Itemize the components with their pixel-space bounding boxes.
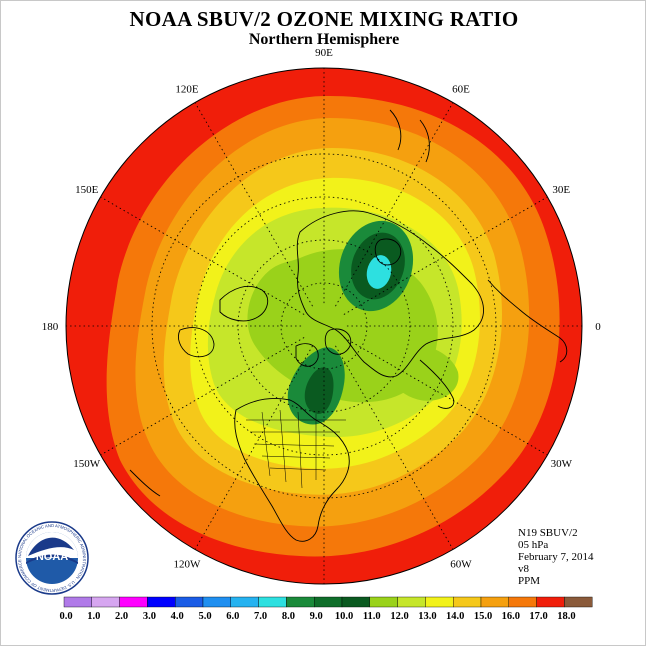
colorbar-tick-label: 15.0 (474, 611, 492, 622)
state-boundaries (246, 409, 346, 489)
colorbar-swatch (480, 596, 509, 608)
colorbar-tick-label: 8.0 (282, 611, 295, 622)
meridian-line (194, 345, 313, 550)
colorbar-tick-label: 4.0 (171, 611, 184, 622)
colorbar-tick-label: 17.0 (529, 611, 547, 622)
colorbar-swatch (230, 596, 259, 608)
colorbar-tick-label: 0.0 (59, 611, 72, 622)
map-subtitle: Northern Hemisphere (248, 31, 400, 48)
colorbar-swatch (508, 596, 537, 608)
latitude-circle (280, 282, 368, 370)
colorbar-tick-label: 16.0 (502, 611, 520, 622)
info-units: PPM (518, 575, 541, 587)
longitude-label: 90E (315, 47, 333, 59)
colorbar-tick-label: 14.0 (446, 611, 464, 622)
colorbar-swatch (202, 596, 231, 608)
longitude-label: 120W (174, 558, 202, 570)
colorbar-tick-label: 6.0 (226, 611, 239, 622)
longitude-label: 30W (551, 458, 573, 470)
map-boundary (65, 67, 583, 585)
info-date: February 7, 2014 (518, 551, 594, 563)
colorbar-swatch (174, 596, 204, 608)
meridian-line (343, 196, 548, 315)
colorbar-swatch (341, 596, 370, 608)
longitude-label: 180 (42, 321, 59, 333)
colorbar-swatch (258, 596, 287, 608)
meridian-line (194, 102, 313, 307)
info-satellite: N19 SBUV/2 (518, 527, 578, 539)
colorbar-tick-label: 1.0 (87, 611, 100, 622)
colorbar-swatch (397, 596, 426, 608)
ozone-max-eurasia (366, 255, 392, 289)
colorbar-tick-label: 3.0 (143, 611, 156, 622)
longitude-label: 60W (450, 558, 472, 570)
colorbar-swatch (286, 596, 315, 608)
colorbar-tick-label: 9.0 (310, 611, 323, 622)
colorbar-swatch (536, 596, 565, 608)
graticule (66, 68, 582, 584)
colorbar-swatch (425, 596, 454, 608)
latitude-circle (194, 196, 454, 456)
longitude-label: 150E (75, 184, 99, 196)
info-block: N19 SBUV/2 05 hPa February 7, 2014 v8 PP… (518, 527, 593, 587)
colorbar-tick-label: 12.0 (390, 611, 408, 622)
colorbar-swatch (63, 596, 92, 608)
colorbar: 0.0 1.0 2.0 3.0 4.0 5.0 6.0 7.0 8.0 9.0 10.0 11.0 12… (59, 596, 593, 622)
colorbar-tick-label: 18.0 (557, 611, 575, 622)
noaa-logo-text: NOAA (36, 551, 68, 563)
info-level: 05 hPa (518, 539, 549, 551)
colorbar-tick-label: 10.0 (335, 611, 353, 622)
colorbar-tick-label: 2.0 (115, 611, 128, 622)
map-title: NOAA SBUV/2 OZONE MIXING RATIO (129, 7, 519, 31)
colorbar-tick-label: 7.0 (254, 611, 267, 622)
colorbar-swatch (91, 596, 120, 608)
colorbar-swatch (119, 596, 148, 608)
colorbar-tick-label: 13.0 (418, 611, 436, 622)
ozone-high-america-core (304, 367, 334, 414)
colorbar-swatch (147, 596, 176, 608)
info-version: v8 (518, 563, 529, 575)
longitude-label: 60E (452, 84, 470, 96)
meridian-line (335, 102, 454, 307)
colorbar-swatch (453, 596, 482, 608)
colorbar-swatch (369, 596, 398, 608)
meridian-line (335, 345, 454, 550)
colorbar-swatch (314, 596, 343, 608)
noaa-logo: NOAA NATIONAL OCEANIC AND ATMOSPHERIC AD… (15, 521, 89, 595)
colorbar-tick-label: 5.0 (198, 611, 211, 622)
ozone-low-pocket (388, 343, 459, 401)
ozone-field (66, 68, 582, 584)
meridian-line (100, 337, 305, 456)
meridian-line (343, 337, 548, 456)
colorbar-tick-label: 11.0 (363, 611, 381, 622)
longitude-label: 0 (595, 321, 601, 333)
longitude-label: 30E (552, 184, 570, 196)
meridian-line (100, 196, 305, 315)
colorbar-swatch (564, 596, 593, 608)
longitude-label: 150W (73, 458, 101, 470)
longitude-label: 120E (175, 84, 199, 96)
